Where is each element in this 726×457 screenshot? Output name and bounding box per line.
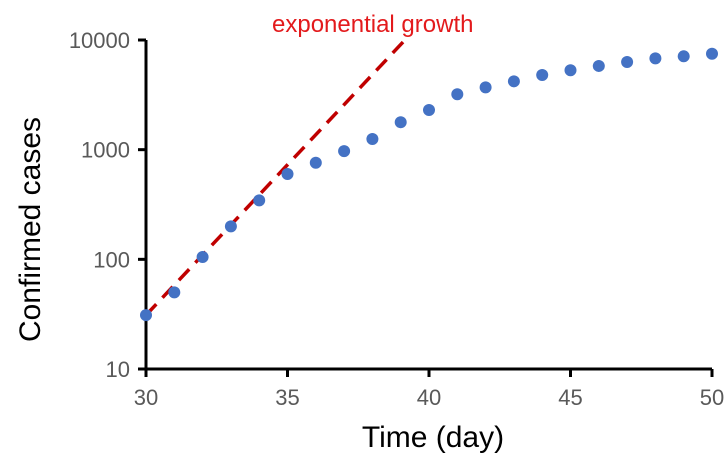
trend-lines (144, 38, 407, 317)
data-point (281, 167, 294, 180)
data-point (140, 309, 152, 322)
y-tick-labels: 10 100 1000 10000 (69, 28, 130, 382)
axis-ticks (138, 38, 714, 377)
data-point (621, 56, 634, 69)
data-point (253, 194, 266, 207)
data-point (706, 47, 718, 60)
data-point (168, 286, 181, 299)
axes (138, 38, 714, 377)
data-point (507, 75, 520, 88)
y-tick-label: 10 (106, 357, 130, 382)
data-point (366, 133, 379, 146)
data-point (451, 88, 464, 101)
data-point (649, 52, 662, 65)
x-tick-labels: 30 35 40 45 50 (134, 385, 724, 410)
data-point (309, 156, 322, 169)
data-point (592, 59, 605, 72)
data-point (479, 81, 492, 94)
x-tick-label: 35 (275, 385, 299, 410)
data-point (536, 68, 549, 81)
x-axis-title: Time (day) (362, 421, 504, 454)
x-tick-label: 50 (700, 385, 724, 410)
y-tick-label: 10000 (69, 28, 130, 53)
x-tick-label: 40 (417, 385, 441, 410)
data-point (677, 50, 690, 63)
x-tick-label: 45 (558, 385, 582, 410)
data-point (423, 103, 435, 116)
y-tick-label: 100 (93, 247, 130, 272)
data-point (224, 220, 237, 233)
y-tick-label: 1000 (81, 138, 130, 163)
data-point (196, 251, 209, 264)
data-point (564, 64, 577, 77)
x-tick-label: 30 (134, 385, 158, 410)
y-axis-title: Confirmed cases (14, 117, 47, 342)
data-points (140, 47, 718, 322)
exponential-growth-line (144, 38, 407, 317)
annotation-exponential-growth: exponential growth (272, 11, 473, 38)
data-point (394, 116, 407, 129)
data-point (338, 145, 351, 158)
